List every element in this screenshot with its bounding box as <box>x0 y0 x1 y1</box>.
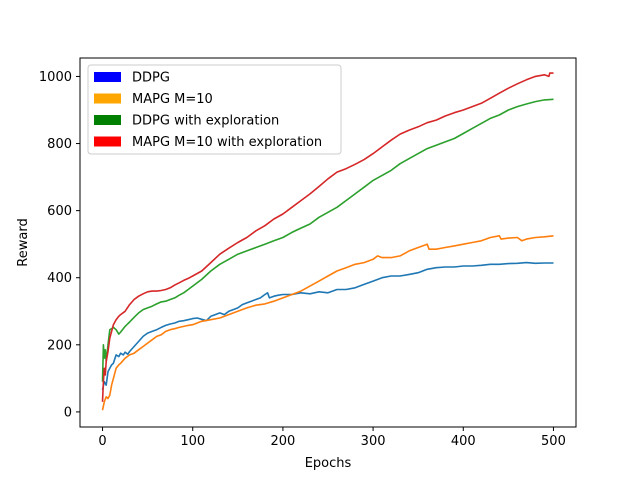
x-tick-label: 500 <box>541 434 566 449</box>
x-axis-label: Epochs <box>305 456 352 471</box>
x-axis: 0 100 200 300 400 500 <box>98 427 566 449</box>
x-tick-label: 300 <box>361 434 386 449</box>
legend: DDPG MAPG M=10 DDPG with exploration MAPG M… <box>87 64 342 155</box>
series-line-1 <box>101 235 554 411</box>
series-line-0 <box>101 261 554 391</box>
y-tick-label: 400 <box>47 271 72 286</box>
legend-swatch <box>94 136 121 147</box>
y-tick-label: 1000 <box>39 70 72 85</box>
legend-entry: DDPG with exploration <box>132 114 279 129</box>
y-axis-label: Reward <box>16 218 31 266</box>
y-tick-label: 0 <box>64 405 72 420</box>
legend-swatch <box>94 72 121 82</box>
legend-box <box>87 64 342 155</box>
legend-swatch <box>94 93 121 104</box>
y-axis: 0 200 400 600 800 1000 <box>39 70 80 420</box>
series-line-2 <box>101 98 554 382</box>
legend-swatch <box>94 115 121 125</box>
legend-entry: MAPG M=10 <box>132 92 213 107</box>
plot-frame <box>79 57 577 428</box>
y-tick-label: 200 <box>47 338 72 353</box>
x-tick-label: 0 <box>98 434 106 449</box>
series-layer <box>101 72 554 411</box>
x-tick-label: 200 <box>270 434 295 449</box>
y-tick-label: 800 <box>47 137 72 152</box>
y-tick-label: 600 <box>47 204 72 219</box>
x-tick-label: 100 <box>180 434 205 449</box>
legend-entry: DDPG <box>132 71 170 86</box>
series-line-3 <box>101 72 554 402</box>
x-tick-label: 400 <box>451 434 476 449</box>
legend-entry: MAPG M=10 with exploration <box>132 135 322 150</box>
